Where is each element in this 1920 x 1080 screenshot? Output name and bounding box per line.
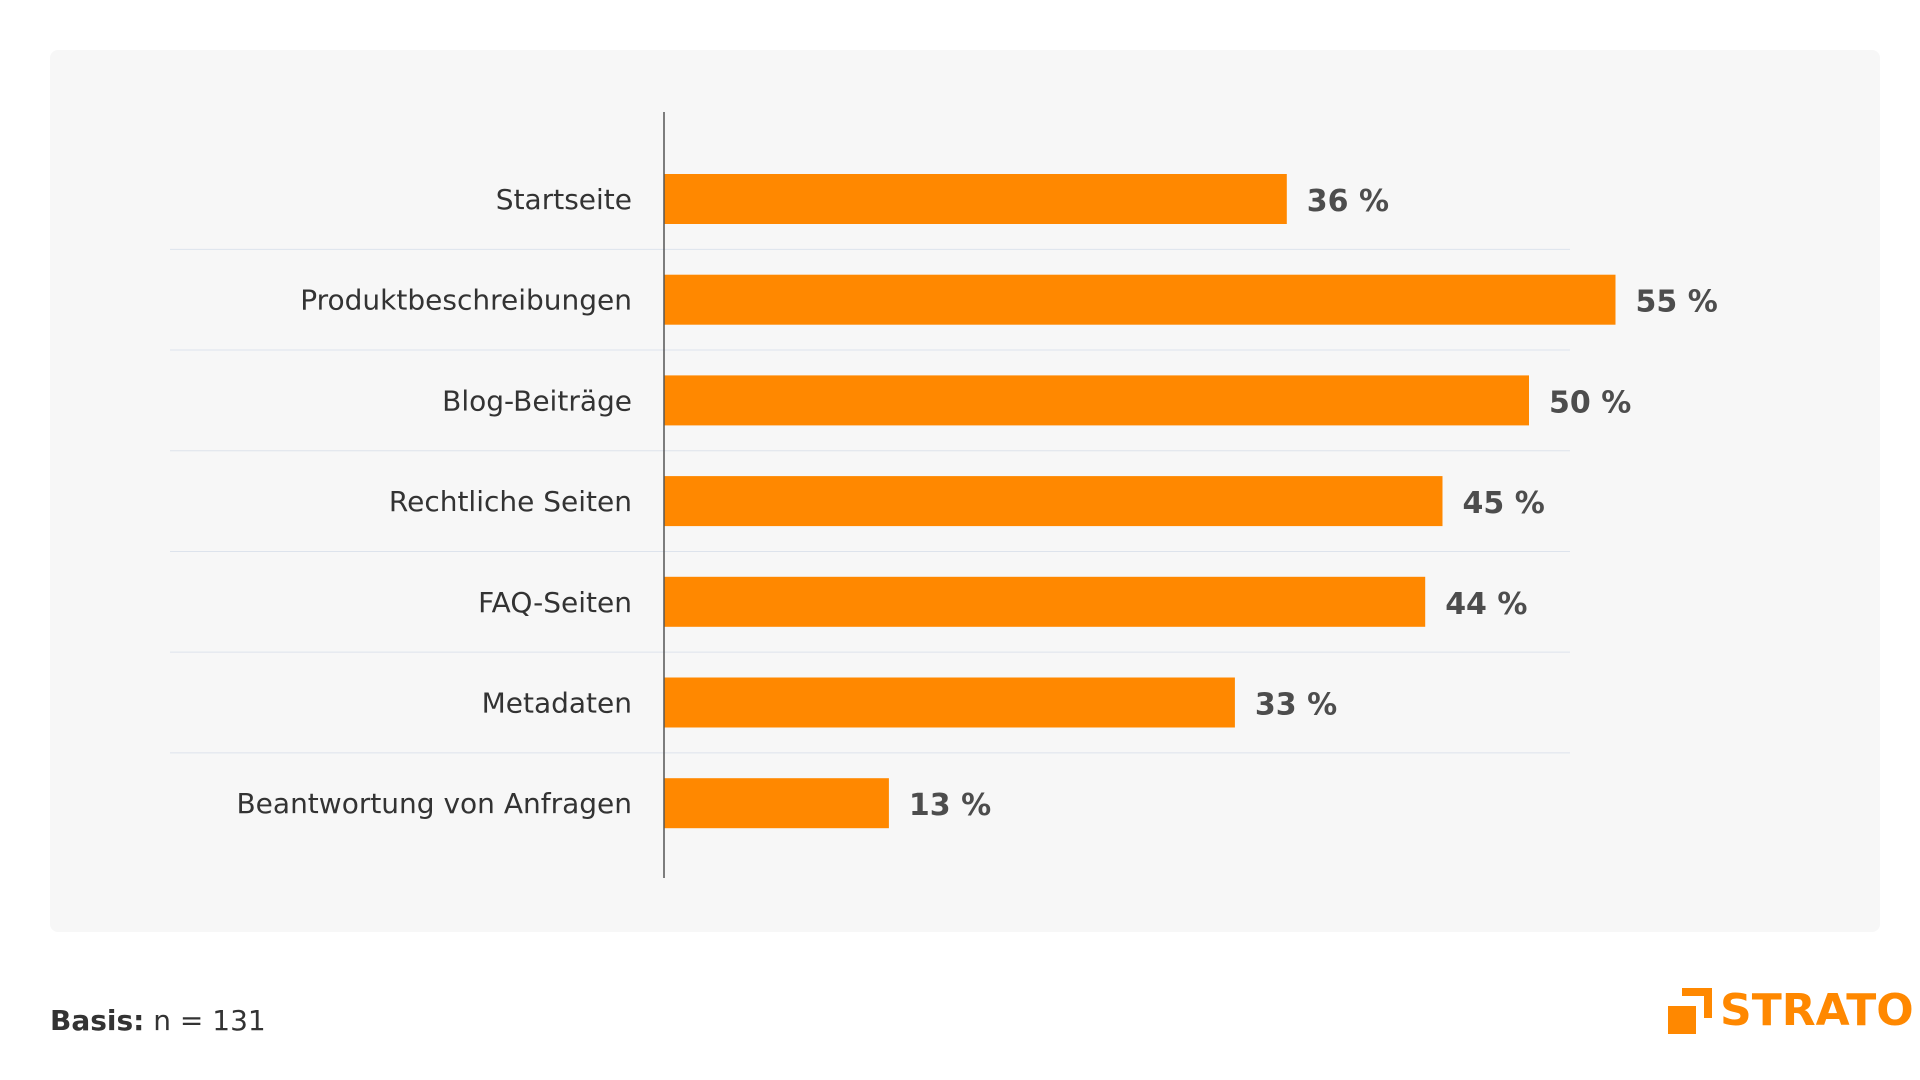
value-label: 36 % bbox=[1307, 184, 1389, 219]
value-label: 13 % bbox=[909, 788, 991, 823]
basis-label: Basis: bbox=[50, 1004, 145, 1037]
bar-chart: Startseite 36 % Produktbeschreibungen 55 % B… bbox=[170, 112, 1718, 878]
bar bbox=[664, 476, 1443, 527]
basis-value: n = 131 bbox=[144, 1004, 266, 1037]
value-label: 44 % bbox=[1445, 587, 1527, 622]
bar bbox=[664, 274, 1616, 325]
footer-basis: Basis: n = 131 bbox=[50, 1004, 266, 1037]
category-label: Startseite bbox=[496, 183, 632, 216]
strato-logo: STRATO bbox=[1668, 988, 1914, 1034]
category-label: FAQ-Seiten bbox=[478, 586, 632, 619]
value-label: 50 % bbox=[1549, 385, 1631, 420]
bar bbox=[664, 375, 1529, 426]
logo-text: STRATO bbox=[1720, 985, 1914, 1036]
category-label: Rechtliche Seiten bbox=[389, 485, 632, 518]
logo-square bbox=[1668, 1006, 1696, 1034]
value-label: 33 % bbox=[1255, 688, 1337, 723]
bar bbox=[664, 778, 889, 829]
logo-hook bbox=[1682, 988, 1712, 1018]
strato-logo-icon bbox=[1668, 988, 1712, 1034]
category-label: Blog-Beiträge bbox=[442, 384, 632, 417]
value-label: 55 % bbox=[1636, 285, 1718, 320]
category-label: Metadaten bbox=[482, 687, 632, 720]
value-label: 45 % bbox=[1463, 486, 1545, 521]
bar bbox=[664, 174, 1287, 224]
category-label: Beantwortung von Anfragen bbox=[236, 787, 632, 820]
category-label: Produktbeschreibungen bbox=[300, 284, 632, 317]
bar bbox=[664, 677, 1235, 728]
bar bbox=[664, 576, 1426, 627]
chart-panel: Startseite 36 % Produktbeschreibungen 55 % B… bbox=[50, 50, 1880, 932]
